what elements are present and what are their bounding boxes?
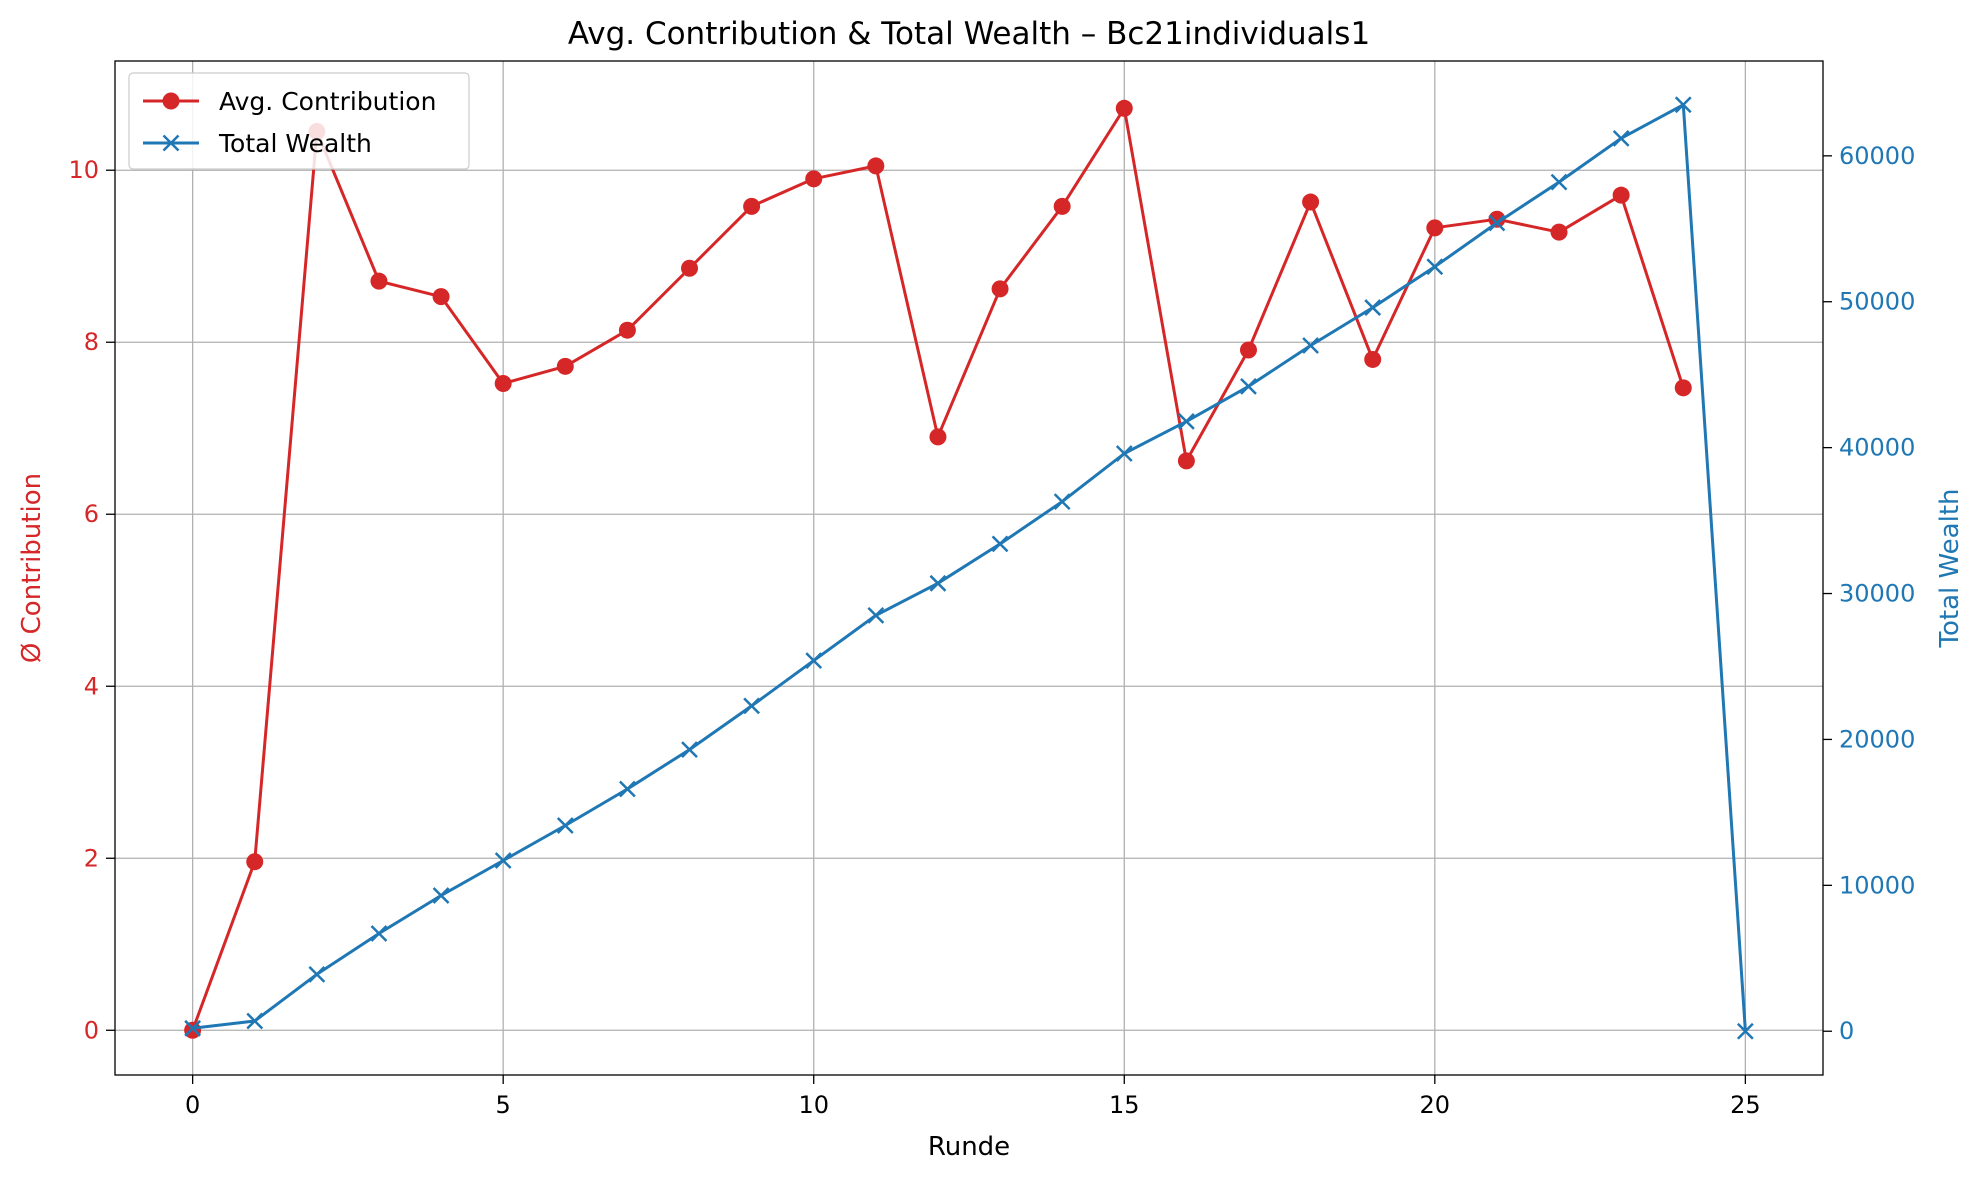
data-point-total-wealth (432, 887, 450, 904)
data-point-avg-contribution (991, 280, 1009, 298)
data-point-total-wealth (1736, 1022, 1754, 1040)
data-point-total-wealth (184, 1019, 202, 1037)
series-layer (184, 96, 1754, 1040)
x-tick-label: 20 (1420, 1091, 1451, 1119)
data-point-avg-contribution (432, 288, 450, 306)
x-tick-label: 25 (1730, 1091, 1761, 1119)
x-tick-label: 15 (1109, 1091, 1140, 1119)
data-point-avg-contribution (681, 259, 699, 277)
data-point-total-wealth (370, 925, 388, 942)
right-y-tick-label: 20000 (1839, 725, 1915, 753)
data-point-avg-contribution (867, 157, 885, 175)
legend-marker-circle (162, 92, 180, 110)
data-point-avg-contribution (1364, 350, 1382, 368)
data-point-total-wealth (1240, 377, 1257, 395)
grid (115, 61, 1823, 1075)
x-tick-label: 10 (798, 1091, 829, 1119)
legend: Avg. Contribution Total Wealth (128, 72, 470, 170)
data-point-avg-contribution (929, 428, 947, 446)
plot-area-frame (114, 60, 1824, 1076)
data-point-avg-contribution (1550, 223, 1568, 241)
data-point-avg-contribution (805, 170, 823, 188)
data-point-total-wealth (867, 607, 885, 624)
data-point-avg-contribution (1426, 219, 1444, 237)
right-y-tick-label: 0 (1839, 1017, 1854, 1045)
data-point-avg-contribution (1053, 197, 1071, 215)
data-point-avg-contribution (1302, 193, 1320, 211)
data-point-total-wealth (308, 965, 326, 983)
data-point-avg-contribution (556, 357, 574, 375)
data-point-total-wealth (1115, 445, 1133, 462)
left-y-tick-label: 0 (84, 1016, 99, 1044)
data-point-total-wealth (246, 1012, 264, 1030)
series-line-total-wealth (192, 103, 1747, 1032)
data-point-avg-contribution (1115, 99, 1133, 117)
right-y-tick-label: 40000 (1839, 434, 1915, 462)
data-point-total-wealth (1550, 173, 1568, 191)
data-point-total-wealth (1674, 96, 1692, 114)
legend-label-total-wealth: Total Wealth (218, 129, 372, 158)
data-point-avg-contribution (1177, 452, 1195, 470)
data-point-avg-contribution (743, 197, 761, 215)
data-point-avg-contribution (1674, 379, 1692, 397)
left-y-tick-label: 6 (84, 500, 99, 528)
data-point-avg-contribution (1239, 341, 1257, 359)
data-point-total-wealth (1053, 493, 1071, 510)
right-y-tick-label: 30000 (1839, 580, 1915, 608)
chart-title: Avg. Contribution & Total Wealth – Bc21i… (568, 16, 1370, 52)
data-point-total-wealth (1177, 412, 1195, 430)
left-y-tick-label: 10 (68, 156, 99, 184)
data-point-total-wealth (1426, 258, 1444, 276)
left-y-tick-label: 4 (84, 672, 99, 700)
right-y-tick-label: 10000 (1839, 871, 1915, 899)
data-point-total-wealth (556, 817, 574, 834)
right-y-axis-title: Total Wealth (1935, 489, 1965, 649)
data-point-total-wealth (681, 741, 698, 759)
left-y-axis-title: Ø Contribution (17, 473, 47, 663)
left-y-tick-label: 2 (84, 844, 99, 872)
x-axis-title: Runde (928, 1132, 1010, 1162)
data-point-avg-contribution (370, 272, 388, 290)
data-point-total-wealth (805, 652, 823, 670)
right-y-tick-label: 50000 (1839, 288, 1915, 316)
legend-box (128, 72, 470, 170)
data-point-total-wealth (929, 574, 947, 592)
data-point-total-wealth (494, 852, 512, 869)
axis-ticks: 0 5 10 15 20 25 0 2 4 6 8 10 0 10000 20000 30000 40000 50… (68, 142, 1915, 1119)
data-point-total-wealth (1364, 299, 1382, 316)
left-y-tick-label: 8 (84, 328, 99, 356)
data-point-avg-contribution (1488, 210, 1506, 228)
x-tick-label: 0 (185, 1091, 200, 1119)
data-point-avg-contribution (246, 853, 264, 871)
data-point-avg-contribution (494, 375, 512, 393)
data-point-total-wealth (991, 535, 1009, 553)
data-point-avg-contribution (184, 1021, 202, 1039)
data-point-total-wealth (743, 697, 761, 715)
data-point-total-wealth (1302, 337, 1319, 354)
data-point-total-wealth (1612, 129, 1630, 147)
legend-label-avg-contribution: Avg. Contribution (219, 87, 436, 116)
data-point-total-wealth (619, 780, 636, 798)
right-y-tick-label: 60000 (1839, 142, 1915, 170)
data-point-total-wealth (1488, 214, 1506, 232)
x-tick-label: 5 (496, 1091, 511, 1119)
data-point-avg-contribution (618, 321, 636, 339)
legend-marker-x (162, 134, 180, 152)
data-point-avg-contribution (1612, 186, 1630, 204)
